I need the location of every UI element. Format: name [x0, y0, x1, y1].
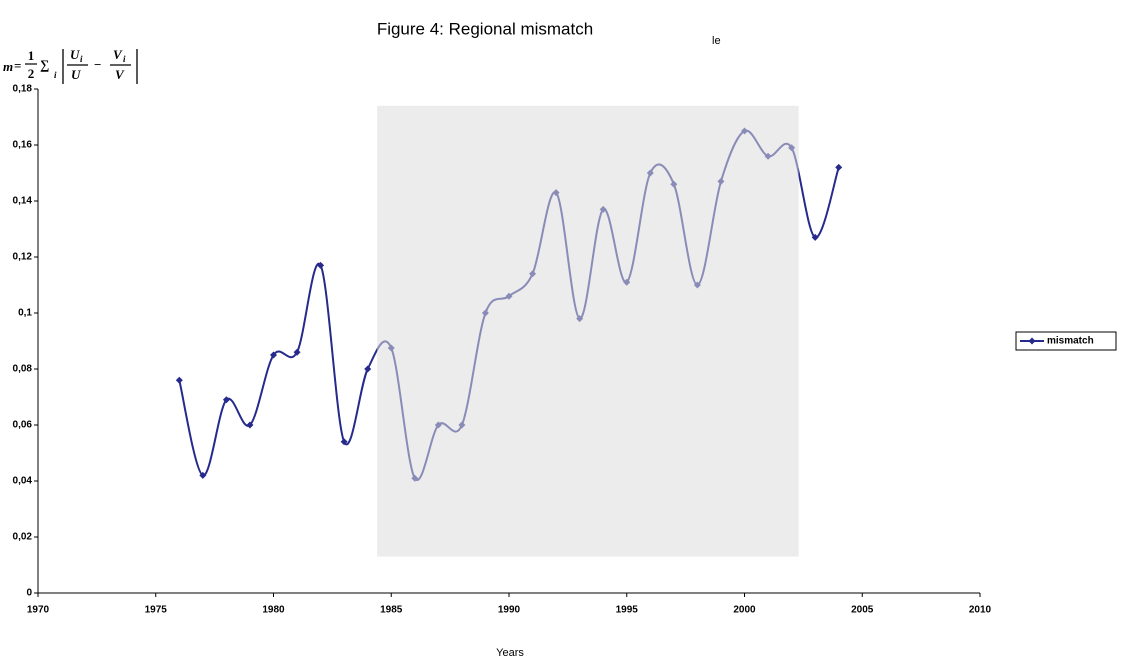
formula-part: m [3, 59, 13, 74]
y-tick-label: 0,06 [13, 420, 33, 431]
point-marker [175, 376, 183, 384]
point-marker [317, 261, 325, 269]
y-tick-label: 0,02 [13, 532, 33, 543]
point-marker [340, 438, 348, 446]
x-tick-label: 1995 [616, 605, 639, 616]
legend-label: mismatch [1047, 336, 1094, 347]
x-tick-label: 1985 [380, 605, 403, 616]
formula-part: 2 [28, 66, 35, 81]
point-marker [835, 163, 843, 171]
x-tick-label: 2000 [733, 605, 756, 616]
y-tick-label: 0,14 [13, 196, 33, 207]
legend-box [1015, 331, 1117, 351]
y-tick-label: 0 [26, 588, 32, 599]
y-axis-formula: m = 1 2 ∑ i U i U − V i V [3, 47, 138, 84]
formula-part: = [14, 58, 21, 73]
point-marker [293, 348, 301, 356]
stray-text: le [712, 35, 721, 47]
x-axis-label: Years [496, 647, 524, 659]
formula-part: V [115, 67, 125, 82]
highlight-region [377, 105, 799, 557]
formula-part: 1 [28, 48, 35, 63]
y-tick-label: 0,12 [13, 252, 33, 263]
x-tick-label: 1990 [498, 605, 521, 616]
formula-part: − [94, 57, 101, 72]
y-tick-label: 0,16 [13, 140, 33, 151]
point-marker [222, 396, 230, 404]
formula-part: i [54, 70, 57, 80]
formula-part: ∑ [40, 57, 49, 72]
x-tick-label: 1970 [27, 605, 50, 616]
formula-part: V [113, 47, 123, 62]
x-tick-label: 2005 [851, 605, 874, 616]
formula-part: i [80, 54, 83, 64]
y-tick-label: 0,08 [13, 364, 33, 375]
y-tick-label: 0,04 [13, 476, 33, 487]
x-tick-label: 2010 [969, 605, 992, 616]
point-marker [811, 233, 819, 241]
x-tick-label: 1980 [262, 605, 285, 616]
formula-part: i [123, 54, 126, 64]
point-marker [246, 421, 254, 429]
legend-marker [1028, 337, 1036, 345]
point-marker [199, 471, 207, 479]
point-marker [364, 365, 372, 373]
x-tick-label: 1975 [145, 605, 168, 616]
formula-part: U [70, 47, 80, 62]
y-tick-label: 0,1 [18, 308, 32, 319]
chart-title: Figure 4: Regional mismatch [377, 19, 593, 38]
y-tick-label: 0,18 [13, 84, 33, 95]
point-marker [270, 351, 277, 359]
formula-part: U [71, 67, 81, 82]
